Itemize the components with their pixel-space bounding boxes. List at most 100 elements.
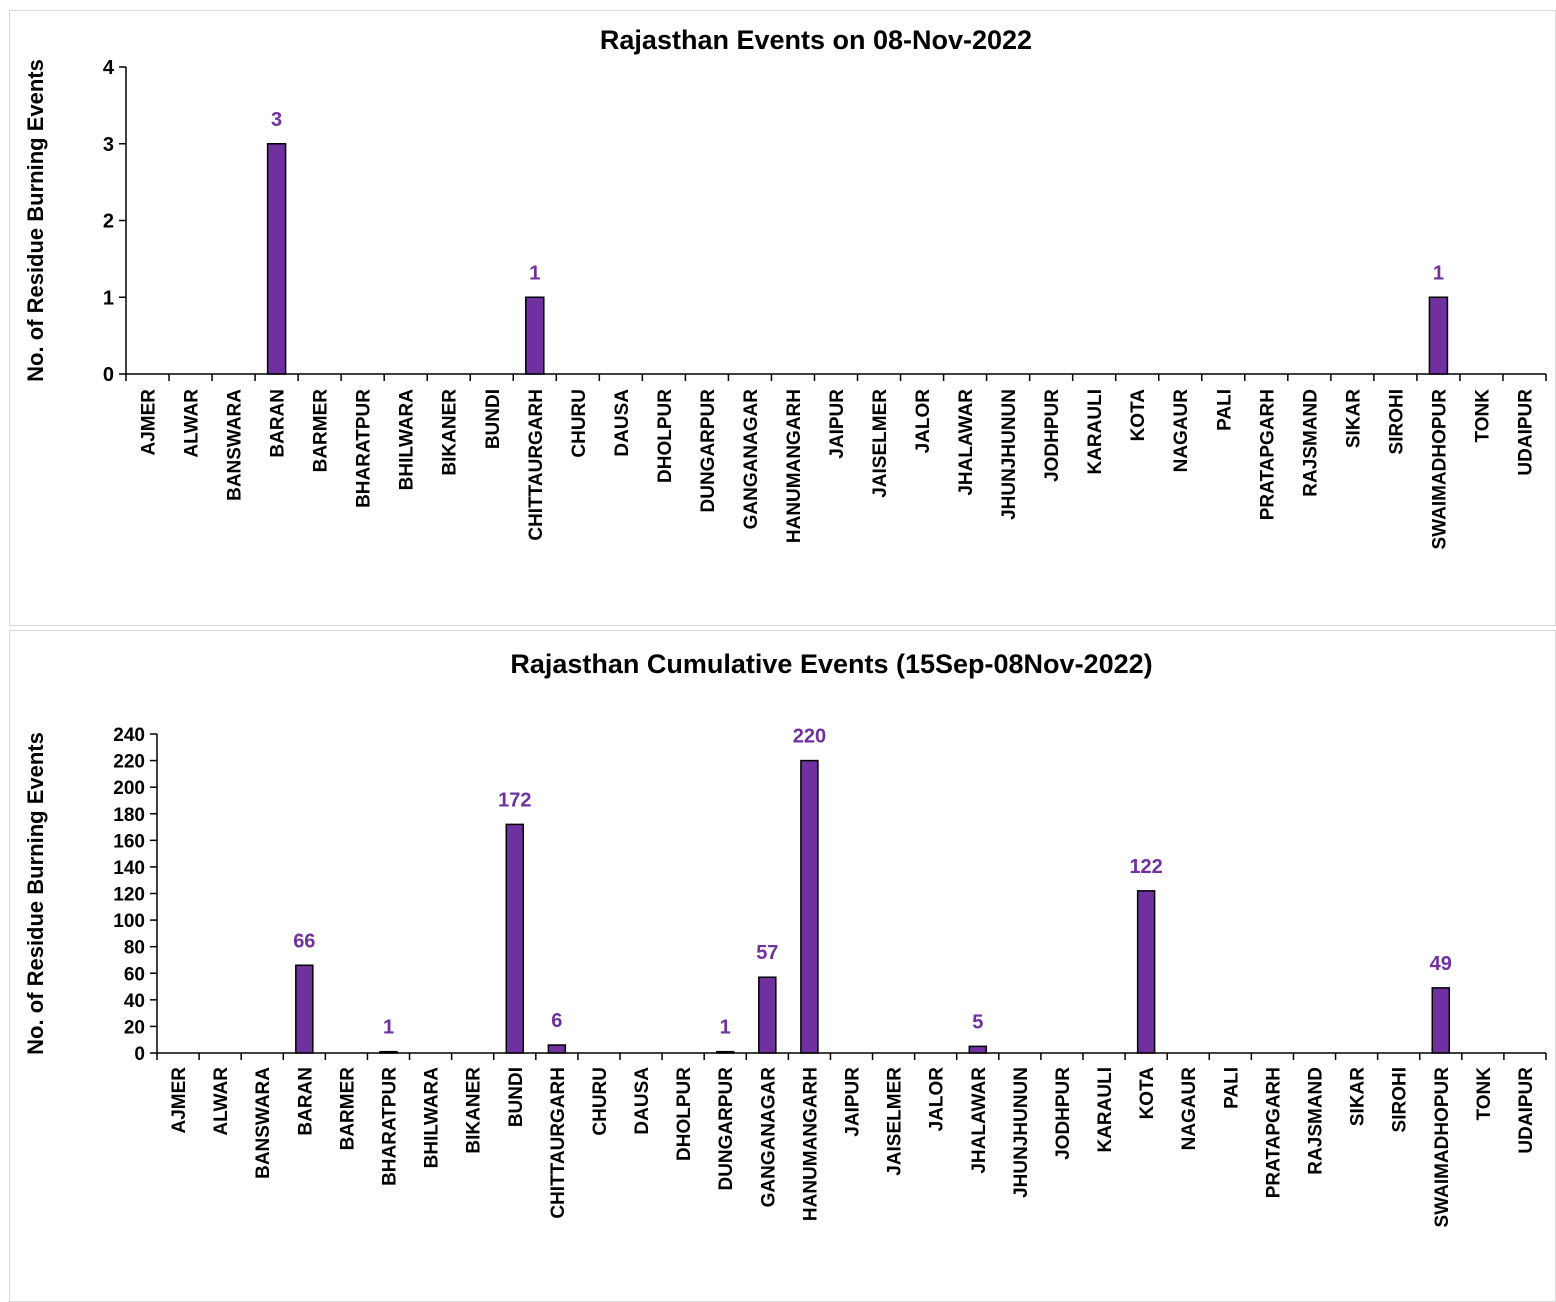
- data-label-baran: 66: [293, 930, 315, 952]
- y-tick-label: 1: [103, 287, 114, 309]
- x-tick-label: JAISELMER: [885, 1067, 906, 1176]
- x-tick-label: BARMER: [337, 1067, 358, 1151]
- data-label-dungarpur: 1: [720, 1017, 731, 1039]
- x-tick-label: RAJSMAND: [1300, 389, 1321, 497]
- data-label-kota: 122: [1129, 856, 1162, 878]
- data-label-chittaurgarh: 6: [551, 1010, 562, 1032]
- x-tick-label: SIROHI: [1386, 389, 1407, 454]
- y-tick-label: 40: [124, 991, 145, 1012]
- y-tick-label: 60: [124, 964, 145, 985]
- y-tick-label: 160: [113, 831, 145, 852]
- x-tick-label: JODHPUR: [1042, 389, 1063, 482]
- x-tick-label: BUNDI: [506, 1067, 527, 1127]
- x-tick-label: HANUMANGARH: [784, 389, 805, 543]
- bar-bundi: [505, 823, 525, 1054]
- x-tick-label: TONK: [1472, 389, 1493, 443]
- data-label-ganganagar: 57: [756, 942, 778, 964]
- y-tick-label: 20: [124, 1017, 145, 1038]
- x-tick-label: ALWAR: [211, 1067, 232, 1136]
- x-tick-label: SWAIMADHOPUR: [1429, 389, 1450, 550]
- y-tick-label: 220: [113, 752, 145, 773]
- x-tick-label: BUNDI: [483, 389, 504, 449]
- x-tick-label: PRATAPGARH: [1263, 1067, 1284, 1198]
- y-tick-label: 0: [103, 364, 114, 386]
- x-tick-label: KOTA: [1128, 389, 1149, 442]
- cumulative-events-chart: Rajasthan Cumulative Events (15Sep-08Nov…: [23, 649, 1547, 1228]
- x-tick-label: JALOR: [913, 389, 934, 454]
- bar-swaimadhopur: [1431, 987, 1451, 1054]
- data-label-hanumangarh: 220: [793, 726, 826, 748]
- x-tick-label: GANGANAGAR: [741, 389, 762, 530]
- x-tick-label: ALWAR: [182, 389, 203, 458]
- x-tick-label: JALOR: [927, 1067, 948, 1132]
- x-tick-label: BIKANER: [440, 389, 461, 476]
- bar-ganganagar: [758, 976, 777, 1054]
- x-tick-label: BHILWARA: [397, 389, 418, 491]
- x-tick-label: UDAIPUR: [1515, 389, 1536, 476]
- x-tick-label: SIKAR: [1348, 1067, 1369, 1126]
- x-tick-label: GANGANAGAR: [758, 1067, 779, 1208]
- x-tick-label: CHURU: [590, 1067, 611, 1136]
- x-tick-label: BARMER: [311, 389, 332, 473]
- y-tick-label: 2: [103, 211, 114, 233]
- data-label-jhalawar: 5: [972, 1011, 983, 1033]
- data-label-chittaurgarh: 1: [529, 262, 540, 284]
- x-tick-label: DAUSA: [632, 1067, 653, 1135]
- x-tick-label: JHALAWAR: [956, 389, 977, 496]
- x-tick-label: KARAULI: [1095, 1067, 1116, 1153]
- x-tick-label: RAJSMAND: [1306, 1067, 1327, 1175]
- x-tick-label: BIKANER: [464, 1067, 485, 1154]
- bar-hanumangarh: [800, 759, 819, 1054]
- x-tick-label: JAIPUR: [827, 389, 848, 459]
- x-tick-label: HANUMANGARH: [800, 1067, 821, 1221]
- x-tick-label: KARAULI: [1085, 389, 1106, 475]
- x-tick-label: BARAN: [295, 1067, 316, 1136]
- x-tick-label: AJMER: [139, 389, 160, 456]
- daily-events-chart: Rajasthan Events on 08-Nov-2022 No. of Re…: [23, 25, 1547, 550]
- x-tick-label: BARAN: [268, 389, 289, 458]
- bar-dungarpur: [715, 1050, 735, 1054]
- x-tick-label: CHITTAURGARH: [548, 1067, 569, 1219]
- x-tick-label: JODHPUR: [1053, 1067, 1074, 1160]
- x-tick-label: KOTA: [1137, 1067, 1158, 1120]
- x-tick-label: JHUNJHUNUN: [999, 389, 1020, 520]
- x-tick-label: BHILWARA: [422, 1067, 443, 1169]
- x-tick-label: JAISELMER: [870, 389, 891, 498]
- x-tick-label: UDAIPUR: [1516, 1067, 1537, 1154]
- bar-swaimadhopur: [1428, 296, 1449, 375]
- bar-kota: [1136, 890, 1156, 1054]
- x-tick-label: DAUSA: [612, 389, 633, 457]
- x-tick-label: SWAIMADHOPUR: [1432, 1067, 1453, 1228]
- y-tick-label: 0: [134, 1044, 145, 1065]
- chart-panel-daily: Rajasthan Events on 08-Nov-2022 No. of Re…: [9, 10, 1556, 626]
- x-tick-label: TONK: [1474, 1067, 1495, 1121]
- x-tick-label: BHARATPUR: [380, 1067, 401, 1186]
- bar-jhalawar: [968, 1045, 988, 1054]
- y-tick-label: 180: [113, 805, 145, 826]
- y-axis-label: No. of Residue Burning Events: [23, 732, 48, 1055]
- y-tick-label: 80: [124, 938, 145, 959]
- x-tick-label: CHURU: [569, 389, 590, 458]
- bar-chittaurgarh: [547, 1044, 567, 1054]
- data-label-swaimadhopur: 49: [1430, 953, 1452, 975]
- x-tick-label: CHITTAURGARH: [526, 389, 547, 541]
- data-label-swaimadhopur: 1: [1433, 262, 1444, 284]
- x-tick-label: SIROHI: [1390, 1067, 1411, 1132]
- x-tick-label: PALI: [1221, 1067, 1242, 1109]
- y-tick-label: 4: [103, 57, 115, 79]
- y-tick-label: 120: [113, 885, 145, 906]
- data-label-baran: 3: [271, 109, 282, 131]
- y-tick-label: 140: [113, 858, 145, 879]
- data-label-bharatpur: 1: [383, 1017, 394, 1039]
- x-tick-label: BANSWARA: [225, 389, 246, 501]
- x-tick-label: NAGAUR: [1179, 1067, 1200, 1151]
- data-label-bundi: 172: [498, 789, 531, 811]
- y-tick-label: 200: [113, 778, 145, 799]
- x-tick-label: NAGAUR: [1171, 389, 1192, 473]
- x-tick-label: JHUNJHUNUN: [1011, 1067, 1032, 1198]
- y-tick-label: 100: [113, 911, 145, 932]
- x-tick-label: DHOLPUR: [674, 1067, 695, 1161]
- x-tick-label: DHOLPUR: [655, 389, 676, 483]
- bar-baran: [295, 964, 314, 1054]
- x-tick-label: SIKAR: [1343, 389, 1364, 448]
